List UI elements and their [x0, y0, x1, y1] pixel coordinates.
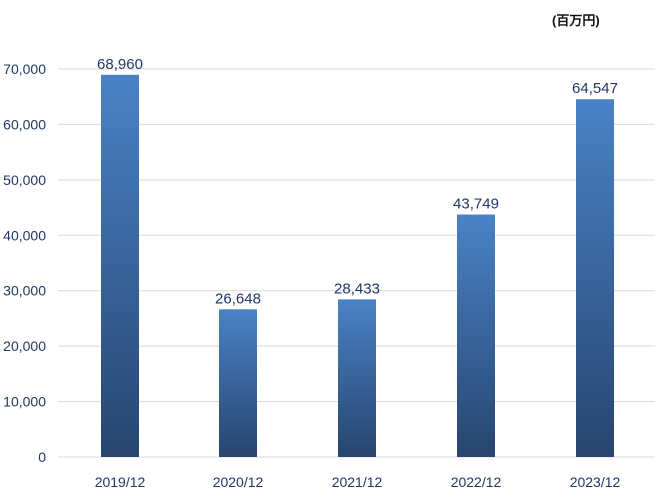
- bar: [101, 74, 139, 457]
- data-label: 68,960: [97, 56, 143, 73]
- y-axis-tick-labels: 0 10,000 20,000 30,000 40,000 50,000 60,000 70,…: [3, 61, 46, 465]
- data-label: 26,648: [215, 290, 261, 307]
- x-axis-tick-labels: 2019/12 2020/12 2021/12 2022/12 2023/12: [95, 474, 621, 490]
- bars: [101, 74, 614, 458]
- x-tick-label: 2021/12: [332, 474, 383, 490]
- y-tick-label: 50,000: [3, 172, 46, 188]
- unit-label: (百万円): [552, 13, 600, 28]
- data-labels: 68,960 26,648 28,433 43,749 64,547: [97, 56, 618, 308]
- bar: [457, 214, 495, 457]
- y-tick-label: 40,000: [3, 227, 46, 243]
- data-label: 64,547: [572, 80, 618, 97]
- y-tick-label: 60,000: [3, 116, 46, 132]
- x-tick-label: 2023/12: [570, 474, 621, 490]
- data-label: 43,749: [453, 196, 499, 213]
- x-tick-label: 2020/12: [213, 474, 264, 490]
- y-tick-label: 10,000: [3, 394, 46, 410]
- y-tick-label: 20,000: [3, 338, 46, 354]
- bar: [338, 299, 376, 457]
- bar: [576, 99, 614, 458]
- bar: [219, 309, 257, 457]
- y-tick-label: 70,000: [3, 61, 46, 77]
- y-tick-label: 30,000: [3, 283, 46, 299]
- x-tick-label: 2019/12: [95, 474, 146, 490]
- data-label: 28,433: [334, 280, 380, 297]
- x-tick-label: 2022/12: [451, 474, 502, 490]
- y-tick-label: 0: [38, 449, 46, 465]
